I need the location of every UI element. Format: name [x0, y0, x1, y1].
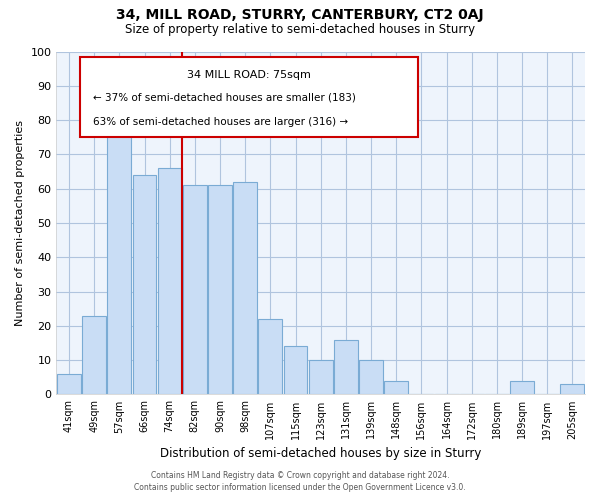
Text: Contains HM Land Registry data © Crown copyright and database right 2024.
Contai: Contains HM Land Registry data © Crown c… — [134, 471, 466, 492]
Bar — [309, 360, 332, 394]
Bar — [158, 168, 182, 394]
Bar — [560, 384, 584, 394]
Bar — [82, 316, 106, 394]
Text: ← 37% of semi-detached houses are smaller (183): ← 37% of semi-detached houses are smalle… — [94, 92, 356, 102]
Bar — [133, 175, 157, 394]
Bar — [334, 340, 358, 394]
FancyBboxPatch shape — [80, 56, 418, 137]
Bar — [107, 127, 131, 394]
Bar — [208, 185, 232, 394]
Text: Size of property relative to semi-detached houses in Sturry: Size of property relative to semi-detach… — [125, 22, 475, 36]
Bar — [259, 319, 283, 394]
Bar — [284, 346, 307, 395]
Text: 34, MILL ROAD, STURRY, CANTERBURY, CT2 0AJ: 34, MILL ROAD, STURRY, CANTERBURY, CT2 0… — [116, 8, 484, 22]
Bar — [359, 360, 383, 394]
Bar — [510, 380, 534, 394]
Text: 63% of semi-detached houses are larger (316) →: 63% of semi-detached houses are larger (… — [94, 116, 349, 126]
Bar — [384, 380, 408, 394]
Bar — [183, 185, 207, 394]
Bar — [233, 182, 257, 394]
Bar — [57, 374, 81, 394]
X-axis label: Distribution of semi-detached houses by size in Sturry: Distribution of semi-detached houses by … — [160, 447, 481, 460]
Text: 34 MILL ROAD: 75sqm: 34 MILL ROAD: 75sqm — [187, 70, 311, 81]
Y-axis label: Number of semi-detached properties: Number of semi-detached properties — [15, 120, 25, 326]
